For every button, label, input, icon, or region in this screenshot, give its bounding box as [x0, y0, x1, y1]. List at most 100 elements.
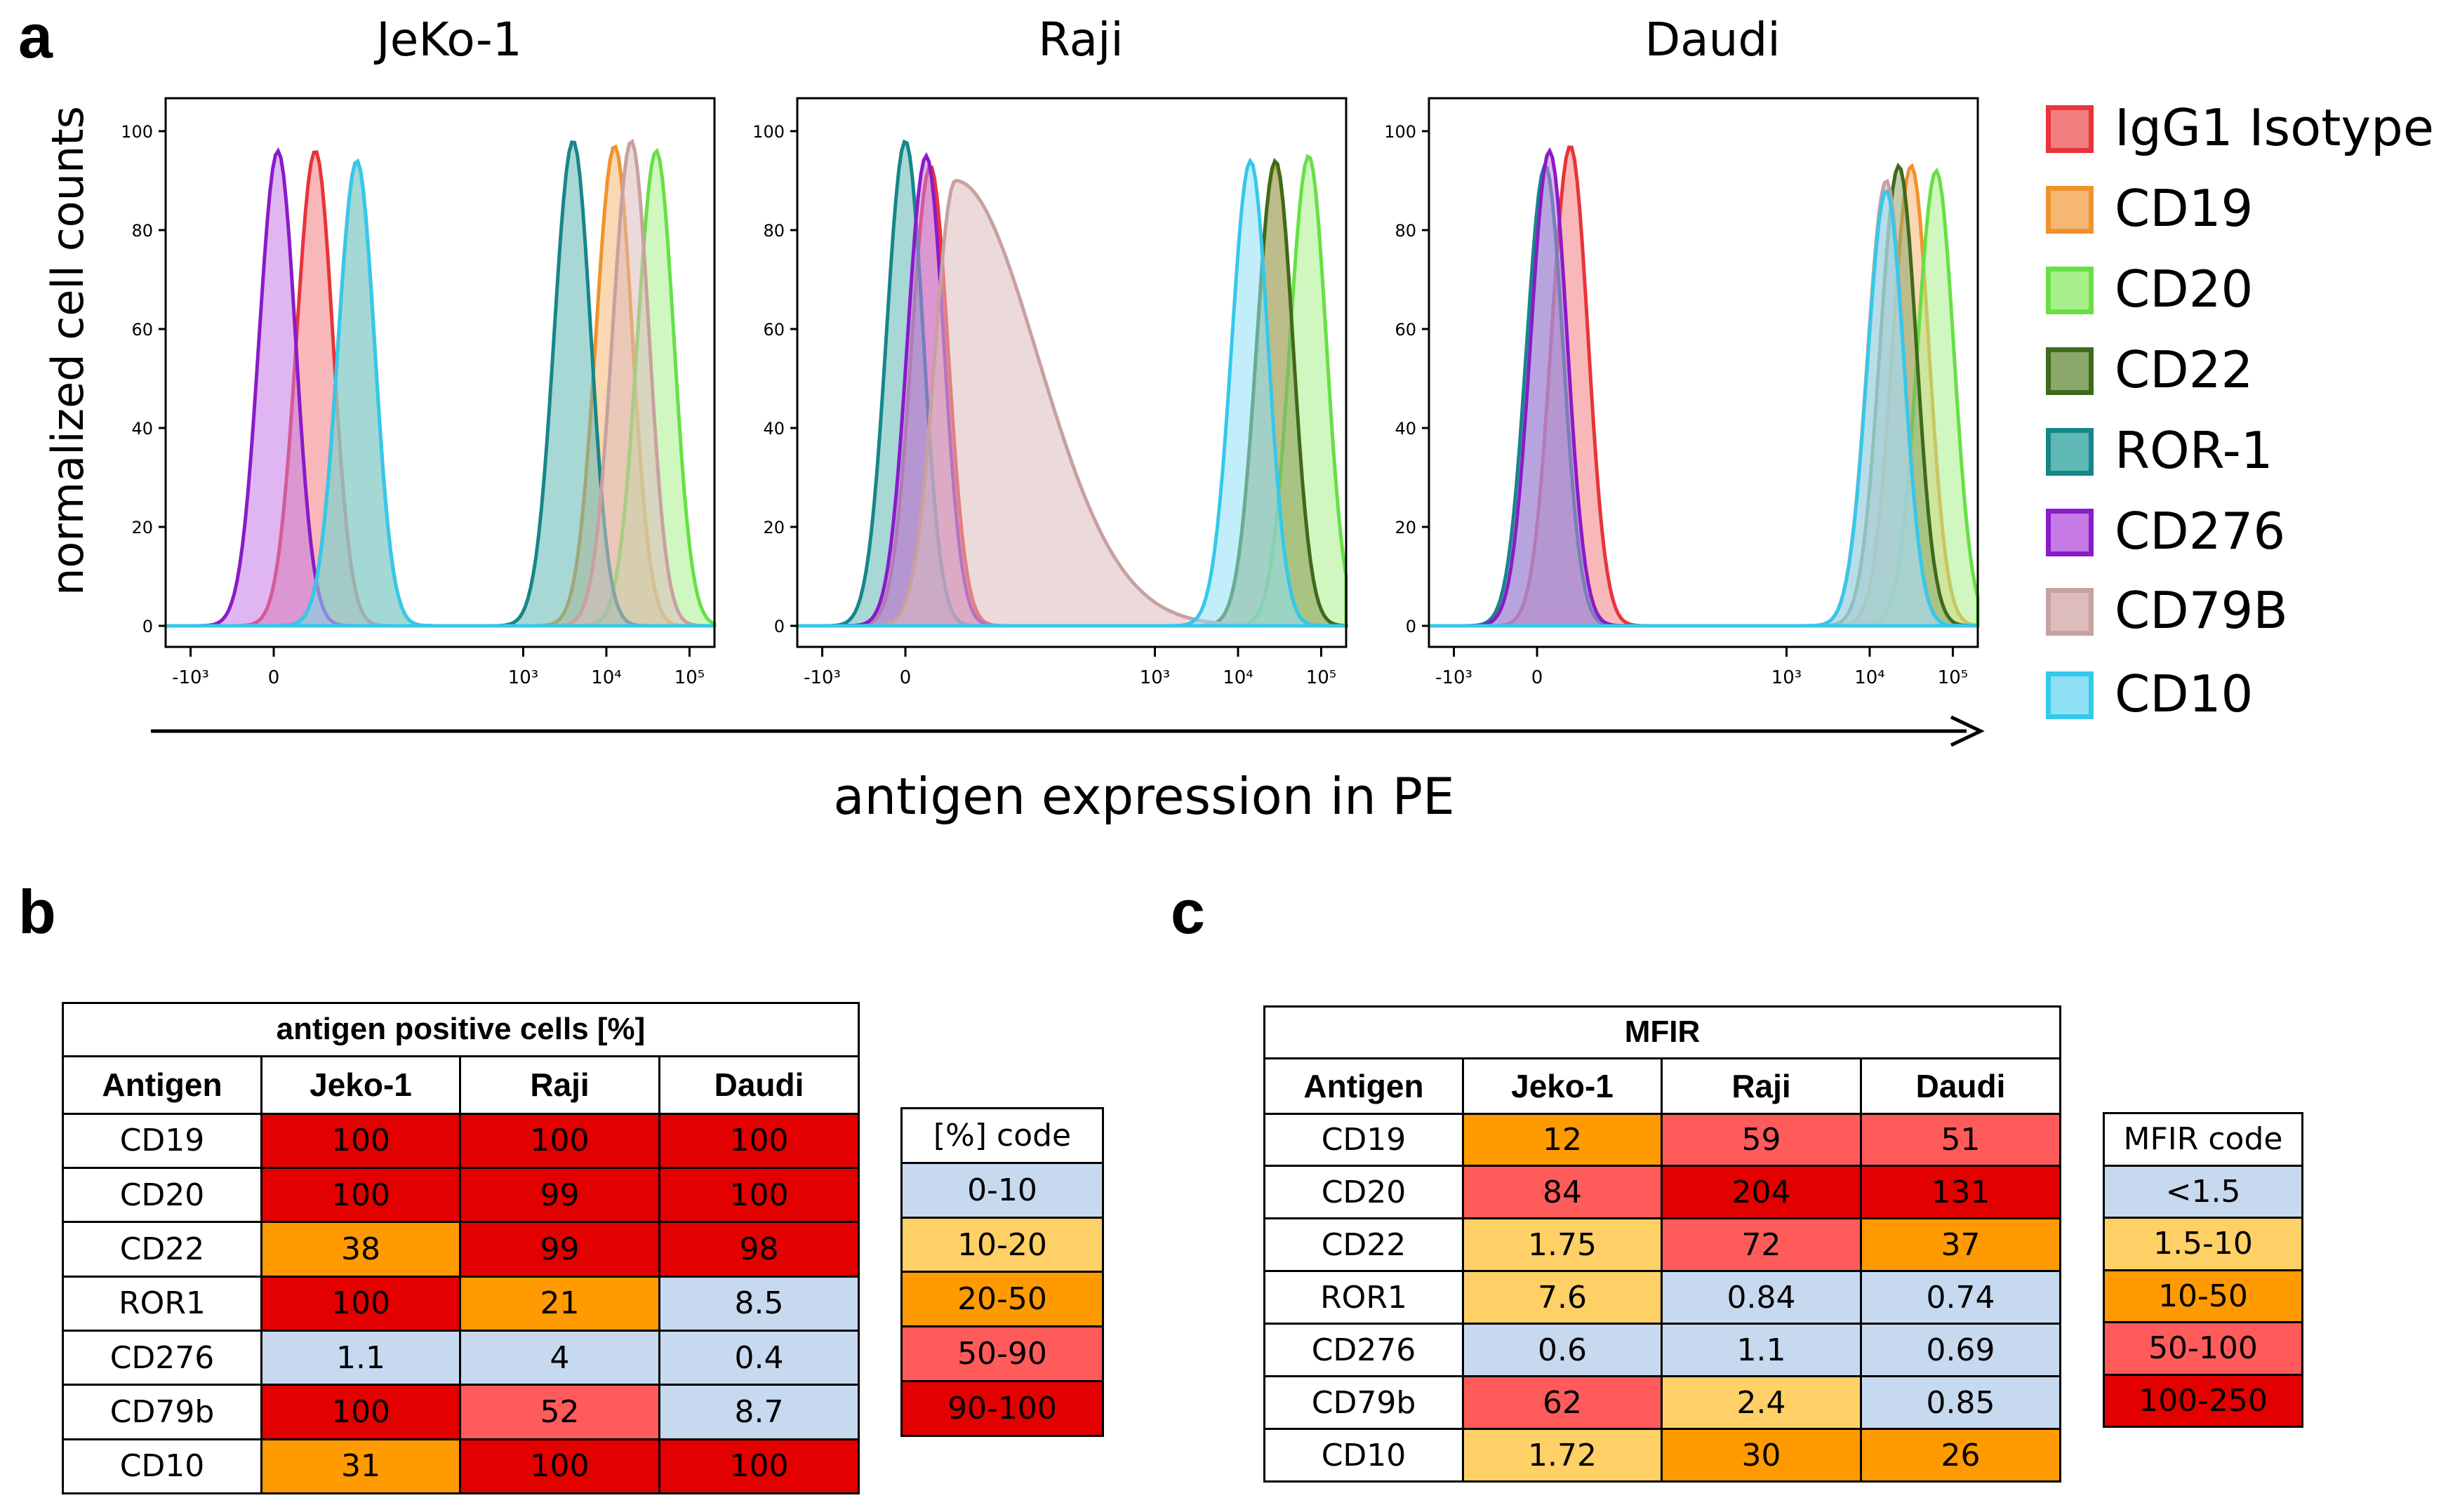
value-cell: 59	[1661, 1112, 1862, 1168]
panel-label-b: b	[18, 877, 56, 946]
x-tick-label: 10³	[508, 667, 539, 688]
value-cell: 84	[1462, 1165, 1663, 1220]
x-tick-label: -10³	[1435, 667, 1472, 688]
value-cell: 0.6	[1462, 1323, 1663, 1378]
value-cell: 7.6	[1462, 1270, 1663, 1325]
table-row: CD79b 100 52 8.7	[62, 1384, 860, 1440]
table-c-header-jeko-1: Jeko-1	[1462, 1057, 1663, 1115]
value-cell: 8.7	[658, 1384, 860, 1440]
percent-code-item: 20-50	[900, 1271, 1104, 1328]
legend-label: ROR-1	[2115, 421, 2273, 480]
x-tick-label: 10⁴	[1223, 667, 1253, 688]
value-cell: 0.74	[1859, 1270, 2062, 1325]
mfir-code-item: <1.5	[2103, 1164, 2303, 1219]
x-tick-label: 10⁴	[1854, 667, 1885, 688]
y-tick-label: 60	[763, 320, 785, 340]
percent-code-item: 0-10	[900, 1161, 1104, 1219]
x-tick-label: 0	[1531, 667, 1543, 688]
histogram-raji-cd10	[797, 157, 1346, 628]
antigen-cell: CD22	[62, 1221, 262, 1278]
table-c-header-daudi: Daudi	[1859, 1057, 2062, 1115]
table-row: CD79b 62 2.4 0.85	[1263, 1375, 2062, 1431]
percent-code-item: 10-20	[900, 1216, 1104, 1273]
y-tick-label: 80	[131, 221, 153, 241]
value-cell: 100	[459, 1438, 660, 1495]
value-cell: 100	[260, 1166, 461, 1224]
table-row: CD19 12 59 51	[1263, 1112, 2062, 1168]
value-cell: 100	[260, 1384, 461, 1440]
y-tick-label: 20	[1395, 518, 1416, 537]
value-cell: 100	[260, 1112, 461, 1169]
x-tick-label: 10⁵	[1306, 667, 1337, 688]
percent-code-item: 50-90	[900, 1325, 1104, 1383]
antigen-cell: ROR1	[1263, 1270, 1464, 1325]
table-row: CD20 84 204 131	[1263, 1165, 2062, 1220]
value-cell: 8.5	[658, 1275, 860, 1332]
plot-frame-daudi	[1428, 97, 1979, 648]
plot-title-daudi: Daudi	[1644, 13, 1781, 67]
legend-label: CD79B	[2115, 581, 2288, 640]
antigen-cell: CD79b	[1263, 1375, 1464, 1431]
mfir-code-item: 1.5-10	[2103, 1217, 2303, 1271]
value-cell: 100	[260, 1275, 461, 1332]
value-cell: 38	[260, 1221, 461, 1278]
value-cell: 0.69	[1859, 1323, 2062, 1378]
table-b-header-row: Antigen Jeko-1 Raji Daudi	[62, 1055, 860, 1115]
mfir-code-item: 10-50	[2103, 1269, 2303, 1323]
y-tick-label: 0	[142, 617, 153, 636]
value-cell: 51	[1859, 1112, 2062, 1168]
table-row: CD19 100 100 100	[62, 1112, 860, 1169]
panel-label-a: a	[18, 1, 53, 71]
y-tick-label: 0	[774, 617, 785, 636]
panel-label-c: c	[1171, 877, 1205, 946]
value-cell: 100	[459, 1112, 660, 1169]
value-cell: 52	[459, 1384, 660, 1440]
histogram-jeko-1-cd10	[166, 158, 714, 628]
legend-label: CD20	[2115, 260, 2254, 319]
value-cell: 72	[1661, 1217, 1862, 1273]
table-row: CD276 1.1 4 0.4	[62, 1329, 860, 1386]
x-tick-label: 10³	[1771, 667, 1802, 688]
value-cell: 37	[1859, 1217, 2062, 1273]
value-cell: 0.4	[658, 1329, 860, 1386]
percent-color-code: [%] code 0-10 10-20 20-50 50-90 90-100	[900, 1107, 1104, 1437]
legend-swatch	[2046, 186, 2094, 234]
table-b-header-daudi: Daudi	[658, 1055, 860, 1115]
antigen-cell: CD276	[62, 1329, 262, 1386]
value-cell: 1.75	[1462, 1217, 1663, 1273]
antigen-cell: CD20	[1263, 1165, 1464, 1220]
legend-swatch	[2046, 428, 2094, 476]
x-tick-label: 10⁵	[1938, 667, 1969, 688]
antigen-cell: CD10	[1263, 1428, 1464, 1483]
x-tick-label: 10⁴	[591, 667, 622, 688]
value-cell: 26	[1859, 1428, 2062, 1483]
y-tick-label: 80	[1395, 221, 1416, 241]
y-tick-label: 20	[131, 518, 153, 537]
x-tick-label: -10³	[804, 667, 841, 688]
y-tick-label: 100	[121, 122, 153, 142]
table-c-header-antigen: Antigen	[1263, 1057, 1464, 1115]
table-b-header-raji: Raji	[459, 1055, 660, 1115]
value-cell: 0.85	[1859, 1375, 2062, 1431]
value-cell: 2.4	[1661, 1375, 1862, 1431]
histogram-plot-jeko-1: 100 80 60 40 20 0 -10³ 0 10³ 10⁴ 10⁵	[121, 97, 717, 688]
legend-label: CD276	[2115, 502, 2286, 561]
histogram-figure: 100 80 60 40 20 0 -10³ 0 10³ 10⁴ 10⁵ 100 80 60 40 20 0 -1…	[42, 97, 1985, 826]
value-cell: 31	[260, 1438, 461, 1495]
value-cell: 4	[459, 1329, 660, 1386]
histogram-plot-daudi: 100 80 60 40 20 0 -10³ 0 10³ 10⁴ 10⁵	[1384, 97, 1980, 688]
histogram-plot-raji: 100 80 60 40 20 0 -10³ 0 10³ 10⁴ 10⁵	[752, 97, 1348, 688]
value-cell: 30	[1661, 1428, 1862, 1483]
legend-label: CD19	[2115, 179, 2254, 238]
value-cell: 100	[658, 1438, 860, 1495]
table-b-header-jeko-1: Jeko-1	[260, 1055, 461, 1115]
table-b-caption: antigen positive cells [%]	[62, 1002, 860, 1057]
value-cell: 99	[459, 1221, 660, 1278]
value-cell: 0.84	[1661, 1270, 1862, 1325]
legend-swatch	[2046, 347, 2094, 395]
table-row: CD20 100 99 100	[62, 1166, 860, 1224]
legend-swatch	[2046, 267, 2094, 314]
antigen-cell: CD19	[62, 1112, 262, 1169]
x-tick-label: 10³	[1140, 667, 1171, 688]
table-c-caption: MFIR	[1263, 1005, 2062, 1059]
